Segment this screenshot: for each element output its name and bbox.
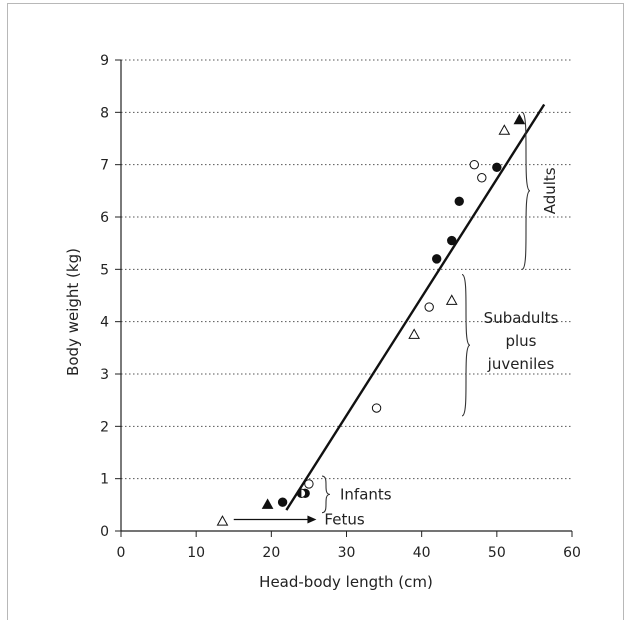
x-tick-label: 0 (117, 545, 126, 561)
x-tick-label: 50 (488, 545, 506, 561)
open-circle-point (424, 302, 434, 312)
x-axis-label: Head-body length (cm) (259, 573, 433, 591)
grid-lines (121, 59, 572, 480)
tick-labels: 0 1 2 3 4 5 6 7 8 9 0 10 20 30 40 50 60 (100, 53, 581, 561)
x-tick-label: 30 (338, 545, 356, 561)
regression-line (285, 103, 546, 511)
open-circle-point (304, 479, 314, 489)
infants-brace (321, 475, 331, 514)
y-tick-label: 3 (100, 367, 109, 383)
filled-circle-point (447, 235, 457, 246)
figure-frame (7, 3, 624, 620)
open-circle-point (371, 403, 382, 413)
subadults-label-line: Subadults (484, 309, 559, 327)
infants-label: Infants (340, 485, 392, 503)
x-tick-label: 10 (187, 545, 205, 561)
open-triangle-point (216, 515, 229, 526)
filled-circle-point (492, 162, 502, 172)
open-triangle-point (445, 294, 458, 305)
fetus-arrow-head (307, 515, 317, 524)
y-tick-label: 2 (100, 419, 109, 435)
x-tick-label: 60 (563, 545, 581, 561)
filled-circle-point (277, 497, 288, 507)
subadults-label-line: juveniles (487, 355, 555, 373)
y-tick-label: 8 (100, 105, 109, 121)
half-circle-fill (297, 489, 302, 498)
adults-brace (521, 111, 531, 270)
adults-label: Adults (541, 167, 559, 214)
filled-circle-point (454, 196, 464, 207)
subadults-label-line: plus (505, 332, 536, 350)
fetus-label: Fetus (324, 510, 364, 528)
open-circle-point (469, 159, 479, 170)
y-tick-label: 9 (100, 53, 109, 69)
y-tick-label: 1 (100, 472, 109, 488)
open-circle-point (477, 173, 487, 183)
y-tick-label: 7 (100, 158, 109, 174)
y-tick-label: 5 (100, 262, 109, 278)
annotations: Adults Subadults plus juveniles Infants Fetus (233, 111, 559, 528)
filled-circle-point (432, 254, 442, 264)
half-filled-circle-point (296, 488, 307, 499)
filled-triangle-point (513, 113, 526, 125)
open-triangle-point (408, 328, 420, 339)
filled-triangle-point (261, 498, 274, 509)
subadults-brace (461, 274, 471, 417)
y-tick-label: 4 (100, 315, 109, 331)
y-tick-label: 6 (100, 210, 109, 226)
y-tick-label: 0 (100, 524, 109, 540)
x-tick-label: 40 (413, 545, 431, 561)
open-triangle-point (498, 124, 511, 135)
regression-line-group (285, 103, 546, 511)
x-tick-label: 20 (262, 545, 280, 561)
y-axis-label: Body weight (kg) (64, 248, 82, 376)
data-points (216, 113, 526, 526)
